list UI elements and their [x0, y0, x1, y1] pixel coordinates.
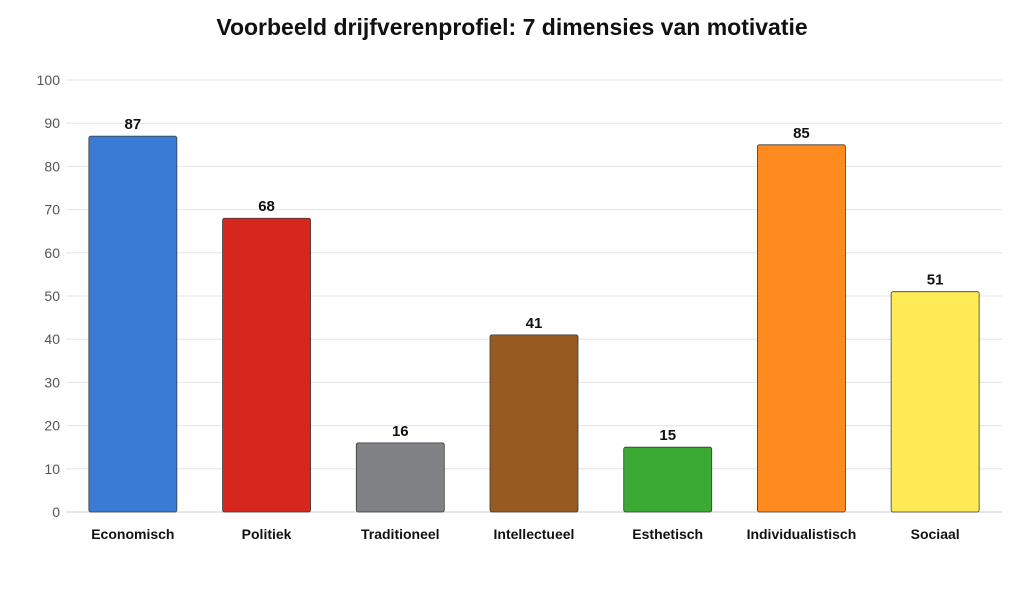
- y-tick-label: 0: [52, 504, 60, 520]
- data-label: 15: [659, 427, 676, 444]
- data-label: 41: [526, 315, 543, 332]
- y-tick-label: 90: [44, 115, 60, 131]
- x-category-label: Esthetisch: [632, 526, 703, 542]
- data-label: 68: [258, 198, 275, 215]
- bar-intellectueel: [489, 334, 579, 513]
- data-label: 16: [392, 423, 409, 440]
- x-category-label: Individualistisch: [747, 526, 857, 542]
- bar-politiek: [222, 217, 311, 513]
- x-category-label: Sociaal: [911, 526, 960, 542]
- bar-economisch: [88, 135, 178, 513]
- y-tick-label: 100: [37, 72, 61, 88]
- data-label: 85: [793, 125, 810, 142]
- x-category-label: Economisch: [91, 526, 174, 542]
- y-tick-label: 30: [44, 374, 60, 390]
- bar-traditioneel: [355, 442, 445, 513]
- y-tick-label: 40: [44, 331, 60, 347]
- x-category-label: Intellectueel: [494, 526, 575, 542]
- y-axis: 0 10 20 30 40 50 60 70 80 90 100: [37, 72, 61, 520]
- y-tick-label: 10: [44, 461, 60, 477]
- chart-title: Voorbeeld drijfverenprofiel: 7 dimensies…: [216, 14, 808, 40]
- y-tick-label: 70: [44, 202, 60, 218]
- bar-esthetisch: [623, 446, 713, 513]
- data-label: 51: [927, 272, 944, 289]
- x-category-label: Traditioneel: [361, 526, 440, 542]
- y-tick-label: 50: [44, 288, 60, 304]
- labels: 87 Economisch 68 Politiek 16 Traditioneel 41 In…: [91, 116, 959, 542]
- data-label: 87: [125, 116, 142, 133]
- bar-sociaal: [890, 291, 980, 513]
- bar-individualistisch: [757, 144, 846, 513]
- x-category-label: Politiek: [242, 526, 292, 542]
- y-tick-label: 80: [44, 158, 60, 174]
- bars: [88, 135, 980, 513]
- y-tick-label: 20: [44, 418, 60, 434]
- y-tick-label: 60: [44, 245, 60, 261]
